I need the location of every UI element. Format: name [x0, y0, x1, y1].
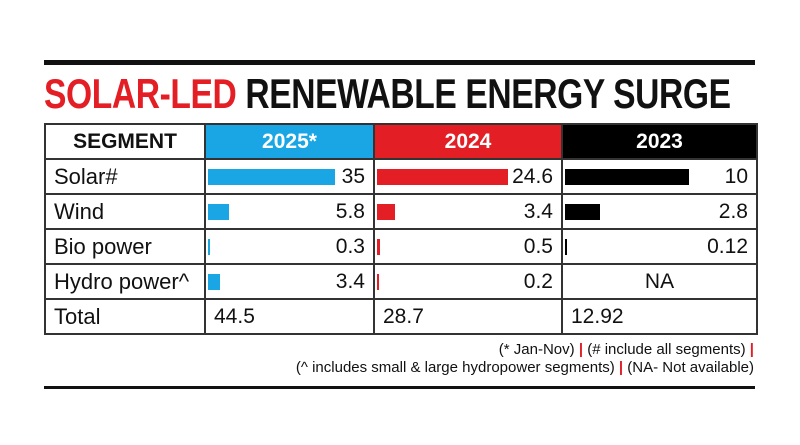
separator: |: [749, 341, 754, 358]
value-cell: 0.2: [373, 263, 563, 300]
title-black: RENEWABLE ENERGY SURGE: [245, 70, 731, 117]
bar: [377, 204, 396, 220]
table-row: Wind 5.8 3.4 2.8: [44, 193, 758, 230]
total-value: 12.92: [561, 298, 758, 335]
total-value: 28.7: [373, 298, 563, 335]
total-row: Total 44.5 28.7 12.92: [44, 298, 758, 335]
footnote: (# include all segments): [587, 341, 746, 358]
row-label: Wind: [44, 193, 206, 230]
value-label: 3.4: [335, 270, 365, 293]
energy-table: SEGMENT 2025* 2024 2023 Solar# 35 24.6 10 Wi…: [44, 123, 758, 335]
value-label: 24.6: [512, 165, 553, 188]
total-label: Total: [44, 298, 206, 335]
value-label: 10: [724, 165, 748, 188]
value-cell: 24.6: [373, 158, 563, 195]
value-cell: 35: [204, 158, 375, 195]
value-label: 0.5: [523, 235, 553, 258]
header-2024: 2024: [373, 123, 563, 160]
top-rule: [44, 60, 755, 65]
value-label: 0.12: [707, 235, 748, 258]
bar: [377, 169, 508, 185]
value-label: 3.4: [523, 200, 553, 223]
bottom-rule: [44, 386, 755, 389]
bar: [565, 169, 689, 185]
footnote: (^ includes small & large hydropower seg…: [295, 359, 615, 376]
separator: |: [618, 359, 624, 376]
total-value: 44.5: [204, 298, 375, 335]
value-cell: 2.8: [561, 193, 758, 230]
footnote: (NA- Not available): [627, 359, 754, 376]
value-cell: NA: [561, 263, 758, 300]
table-row: Bio power 0.3 0.5 0.12: [44, 228, 758, 265]
table-row: Solar# 35 24.6 10: [44, 158, 758, 195]
bar: [208, 204, 230, 220]
table-row: Hydro power^ 3.4 0.2 NA: [44, 263, 758, 300]
row-label: Bio power: [44, 228, 206, 265]
value-cell: 0.12: [561, 228, 758, 265]
footnote-line-1: (* Jan-Nov) | (# include all segments) |: [499, 341, 754, 358]
bar: [377, 239, 380, 255]
chart-title: SOLAR-LED RENEWABLE ENERGY SURGE: [44, 70, 731, 118]
value-cell: 5.8: [204, 193, 375, 230]
footnote: (* Jan-Nov): [498, 341, 575, 358]
header-2023: 2023: [561, 123, 758, 160]
value-cell: 3.4: [204, 263, 375, 300]
bar: [565, 204, 600, 220]
separator: |: [578, 341, 584, 358]
footnote-line-2: (^ includes small & large hydropower seg…: [296, 359, 754, 376]
value-label: 0.3: [335, 235, 365, 258]
bar: [208, 274, 221, 290]
bar: [377, 274, 379, 290]
title-red: SOLAR-LED: [44, 70, 237, 117]
value-label: 35: [341, 165, 365, 188]
value-cell: 0.3: [204, 228, 375, 265]
header-row: SEGMENT 2025* 2024 2023: [44, 123, 758, 160]
row-label: Hydro power^: [44, 263, 206, 300]
header-2025: 2025*: [204, 123, 375, 160]
value-cell: 0.5: [373, 228, 563, 265]
bar: [208, 239, 210, 255]
value-label: 5.8: [335, 200, 365, 223]
value-cell: 10: [561, 158, 758, 195]
bar: [565, 239, 567, 255]
value-cell: 3.4: [373, 193, 563, 230]
value-label: 0.2: [523, 270, 553, 293]
header-segment: SEGMENT: [44, 123, 206, 160]
value-label: NA: [644, 269, 675, 293]
row-label: Solar#: [44, 158, 206, 195]
value-label: 2.8: [718, 200, 748, 223]
bar: [208, 169, 335, 185]
